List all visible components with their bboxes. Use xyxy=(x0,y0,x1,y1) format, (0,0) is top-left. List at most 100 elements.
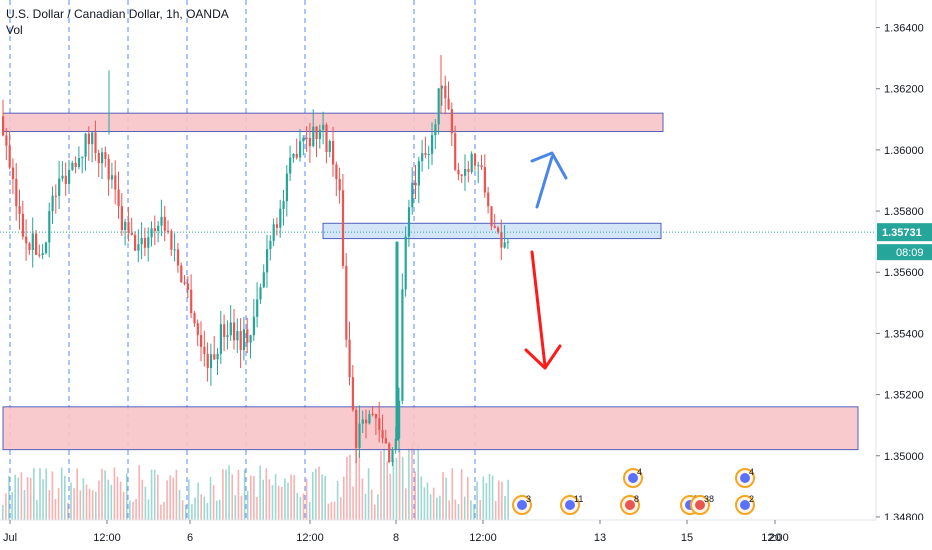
flag-icon xyxy=(565,500,575,510)
candle-body xyxy=(282,201,285,209)
candle-body xyxy=(153,228,156,232)
volume-bar xyxy=(82,478,85,520)
volume-bar xyxy=(386,461,388,520)
volume-bar xyxy=(259,465,261,520)
candle-body xyxy=(196,323,199,336)
candle-body xyxy=(193,313,196,324)
candle-body xyxy=(437,88,440,125)
candle-body xyxy=(18,206,21,214)
support-zone[interactable] xyxy=(2,406,859,451)
candle-body xyxy=(381,430,384,439)
candle-body xyxy=(15,178,18,207)
volume-bar xyxy=(222,469,224,520)
candle-body xyxy=(285,173,288,202)
candle-body xyxy=(299,141,302,158)
volume-bar xyxy=(302,493,305,520)
volume-bar xyxy=(479,499,481,520)
volume-bar xyxy=(246,490,249,520)
volume-bar xyxy=(73,488,75,520)
time-scale[interactable] xyxy=(0,520,932,550)
volume-bar xyxy=(349,454,351,520)
scale-corner xyxy=(877,521,932,550)
volume-bar xyxy=(463,496,466,520)
candle-body xyxy=(44,242,48,253)
flag-icon xyxy=(740,500,750,510)
volume-bar xyxy=(358,452,361,520)
candle-body xyxy=(236,331,239,341)
down-arrow[interactable] xyxy=(530,250,547,368)
volume-bar xyxy=(426,482,429,520)
volume-bar xyxy=(271,485,274,520)
candle-body xyxy=(94,132,97,153)
volume-bar xyxy=(305,478,308,520)
volume-bar xyxy=(234,495,237,520)
volume-bar xyxy=(432,487,435,520)
volume-bar xyxy=(448,500,450,520)
event-badge-count: 38 xyxy=(704,494,714,504)
y-tick-label: 1.36400 xyxy=(884,23,924,35)
volume-bar xyxy=(414,471,416,520)
candle-body xyxy=(167,230,170,232)
candle-body xyxy=(338,179,341,191)
volume-bar xyxy=(330,501,333,520)
candle-body xyxy=(216,353,219,360)
x-tick-label: 12:00 xyxy=(93,532,121,544)
volume-bar xyxy=(54,498,57,520)
volume-bar xyxy=(346,456,348,520)
volume-bar xyxy=(42,479,44,520)
volume-bar xyxy=(240,495,243,520)
volume-bar xyxy=(308,502,311,520)
volume-bar xyxy=(420,476,423,520)
candle-body xyxy=(266,249,269,273)
volume-bar xyxy=(144,486,147,520)
candle-body xyxy=(61,175,64,179)
candle-body xyxy=(120,206,123,231)
candle-body xyxy=(407,207,411,237)
candle-body xyxy=(431,135,434,154)
candle-body xyxy=(493,226,496,228)
volume-bar xyxy=(166,480,168,520)
candle-body xyxy=(394,438,397,450)
candle-body xyxy=(328,140,331,153)
candle-body xyxy=(256,299,259,317)
candle-body xyxy=(335,164,338,180)
volume-bar xyxy=(98,480,100,520)
down-arrow-head xyxy=(524,344,562,370)
candle-body xyxy=(391,449,394,463)
candle-body xyxy=(490,206,493,227)
volume-bar xyxy=(116,476,119,520)
candle-body xyxy=(41,252,44,256)
volume-bar xyxy=(277,485,280,520)
volume-bar xyxy=(113,467,116,520)
volume-bar xyxy=(336,480,339,520)
volume-bar xyxy=(445,477,447,520)
candle-body xyxy=(252,316,255,336)
volume-bar xyxy=(374,504,376,520)
x-tick-label: 20 xyxy=(769,532,781,544)
event-badge-count: 4 xyxy=(637,467,642,477)
candle-body xyxy=(107,158,110,180)
volume-bar xyxy=(175,469,178,520)
candle-body xyxy=(374,414,378,419)
volume-bar xyxy=(423,487,426,520)
y-tick-label: 1.35800 xyxy=(884,206,924,218)
volume-bar xyxy=(327,503,330,520)
candle-body xyxy=(130,232,133,235)
volume-bar xyxy=(392,460,395,520)
volume-bar xyxy=(48,490,51,520)
candle-body xyxy=(127,221,130,233)
volume-bar xyxy=(29,477,32,520)
candle-body xyxy=(384,438,387,444)
candle-body xyxy=(150,228,153,238)
volume-bar xyxy=(85,484,88,520)
volume-bar xyxy=(281,487,283,520)
up-arrow[interactable] xyxy=(535,155,554,209)
candle-body xyxy=(74,162,77,168)
volume-bar xyxy=(507,479,509,520)
candle-body xyxy=(5,135,8,146)
volume-bar xyxy=(219,499,221,520)
candle-body xyxy=(84,133,87,157)
volume-bar xyxy=(39,468,41,520)
